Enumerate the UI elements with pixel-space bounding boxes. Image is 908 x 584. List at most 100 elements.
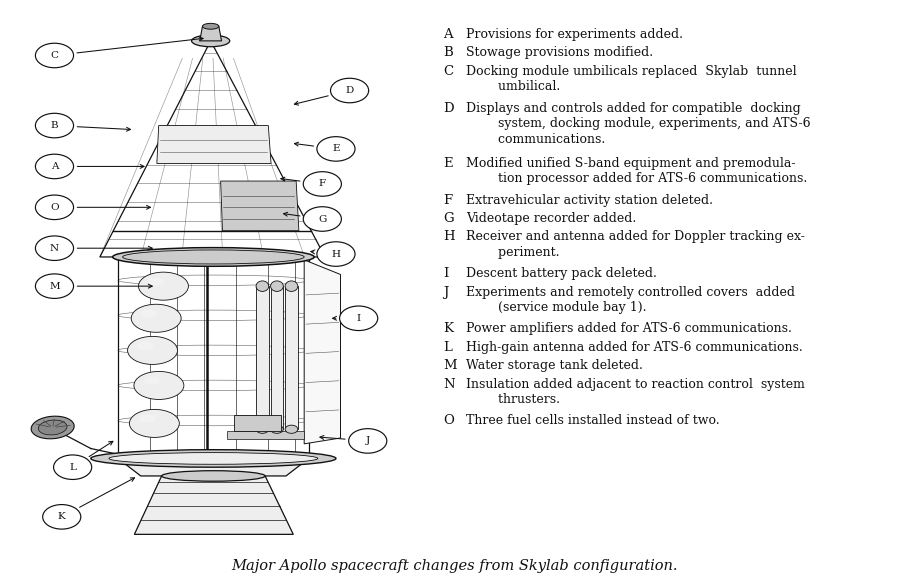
Circle shape (35, 195, 74, 220)
Text: Docking module umbilicals replaced  Skylab  tunnel
        umbilical.: Docking module umbilicals replaced Skyla… (466, 65, 796, 93)
Text: A: A (51, 162, 58, 171)
Ellipse shape (143, 377, 160, 385)
Ellipse shape (148, 277, 164, 286)
Polygon shape (200, 26, 222, 41)
Circle shape (35, 236, 74, 260)
Circle shape (331, 78, 369, 103)
Circle shape (317, 137, 355, 161)
Polygon shape (118, 458, 309, 476)
Text: H: H (331, 249, 340, 259)
Ellipse shape (113, 248, 314, 266)
Ellipse shape (192, 35, 230, 47)
Text: L: L (69, 463, 76, 472)
Text: O: O (50, 203, 59, 212)
Text: High-gain antenna added for ATS-6 communications.: High-gain antenna added for ATS-6 commun… (466, 340, 803, 354)
Polygon shape (221, 181, 299, 231)
Circle shape (349, 429, 387, 453)
Ellipse shape (137, 342, 153, 350)
Text: K: K (58, 512, 65, 522)
Text: F: F (443, 193, 452, 207)
Ellipse shape (256, 281, 269, 291)
Circle shape (303, 172, 341, 196)
Ellipse shape (38, 420, 67, 435)
Circle shape (43, 505, 81, 529)
Text: Insulation added adjacent to reaction control  system
        thrusters.: Insulation added adjacent to reaction co… (466, 377, 804, 406)
Ellipse shape (271, 425, 283, 433)
Text: I: I (443, 267, 449, 280)
Circle shape (54, 455, 92, 479)
Ellipse shape (134, 371, 183, 399)
Polygon shape (234, 415, 281, 431)
Text: J: J (366, 436, 370, 446)
Text: F: F (319, 179, 326, 189)
Ellipse shape (131, 304, 182, 332)
Text: C: C (443, 65, 453, 78)
Circle shape (35, 43, 74, 68)
Text: C: C (51, 51, 58, 60)
Text: N: N (443, 377, 455, 391)
Polygon shape (227, 431, 304, 439)
Text: Descent battery pack deleted.: Descent battery pack deleted. (466, 267, 656, 280)
Polygon shape (271, 286, 283, 429)
Text: Power amplifiers added for ATS-6 communications.: Power amplifiers added for ATS-6 communi… (466, 322, 792, 335)
Text: Videotape recorder added.: Videotape recorder added. (466, 212, 637, 225)
Ellipse shape (285, 425, 298, 433)
Text: G: G (443, 212, 454, 225)
Text: D: D (443, 102, 454, 114)
Polygon shape (285, 286, 298, 429)
Text: G: G (318, 214, 327, 224)
Text: A: A (443, 28, 453, 41)
Polygon shape (157, 126, 271, 164)
Polygon shape (256, 286, 269, 429)
Text: J: J (443, 286, 449, 298)
Circle shape (303, 207, 341, 231)
Ellipse shape (118, 249, 309, 265)
Circle shape (35, 274, 74, 298)
Text: Stowage provisions modified.: Stowage provisions modified. (466, 47, 653, 60)
Text: I: I (357, 314, 360, 323)
Text: Major Apollo spacecraft changes from Skylab configuration.: Major Apollo spacecraft changes from Sky… (231, 559, 677, 573)
Circle shape (340, 306, 378, 331)
Text: Provisions for experiments added.: Provisions for experiments added. (466, 28, 683, 41)
Circle shape (317, 242, 355, 266)
Circle shape (35, 154, 74, 179)
Ellipse shape (202, 23, 219, 29)
Ellipse shape (31, 416, 74, 439)
Polygon shape (304, 260, 340, 444)
Text: Water storage tank deleted.: Water storage tank deleted. (466, 359, 643, 372)
Text: L: L (443, 340, 452, 354)
Text: Extravehicular activity station deleted.: Extravehicular activity station deleted. (466, 193, 713, 207)
Ellipse shape (285, 281, 298, 291)
Ellipse shape (118, 452, 309, 465)
Text: Displays and controls added for compatible  docking
        system, docking modu: Displays and controls added for compatib… (466, 102, 811, 145)
Ellipse shape (91, 450, 336, 467)
Text: B: B (51, 121, 58, 130)
Ellipse shape (139, 415, 155, 423)
Polygon shape (134, 476, 293, 534)
Text: Experiments and remotely controlled covers  added
        (service module bay 1): Experiments and remotely controlled cove… (466, 286, 794, 314)
Text: Receiver and antenna added for Doppler tracking ex-
        periment.: Receiver and antenna added for Doppler t… (466, 230, 804, 259)
Ellipse shape (141, 310, 157, 318)
Text: O: O (443, 414, 454, 427)
Ellipse shape (109, 453, 318, 464)
Ellipse shape (271, 281, 283, 291)
Text: K: K (443, 322, 453, 335)
Circle shape (35, 113, 74, 138)
Ellipse shape (139, 272, 189, 300)
Text: M: M (49, 281, 60, 291)
Text: H: H (443, 230, 455, 244)
Text: Three fuel cells installed instead of two.: Three fuel cells installed instead of tw… (466, 414, 719, 427)
Text: B: B (443, 47, 453, 60)
Text: M: M (443, 359, 457, 372)
Ellipse shape (127, 336, 178, 364)
Polygon shape (118, 257, 309, 458)
Text: E: E (443, 157, 453, 170)
Ellipse shape (256, 425, 269, 433)
Ellipse shape (162, 471, 265, 481)
Text: E: E (332, 144, 340, 154)
Ellipse shape (130, 409, 180, 437)
Polygon shape (100, 41, 325, 257)
Text: Modified unified S-band equipment and premodula-
        tion processor added fo: Modified unified S-band equipment and pr… (466, 157, 807, 185)
Text: D: D (345, 86, 354, 95)
Text: N: N (50, 244, 59, 253)
